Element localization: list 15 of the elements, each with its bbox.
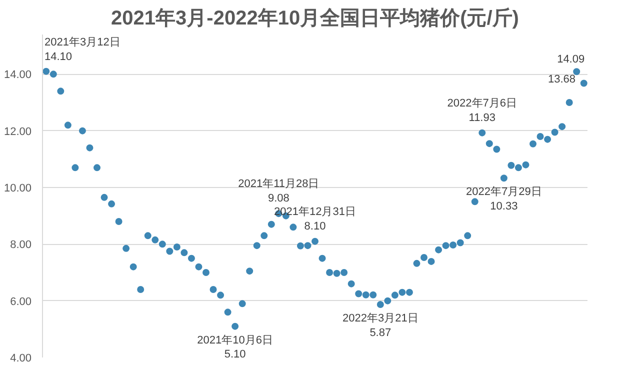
y-tick-label: 14.00 (4, 69, 32, 82)
y-tick-label: 12.00 (4, 126, 32, 138)
annotation: 2021年3月12日 14.10 (44, 36, 120, 63)
annotation: 14.09 (557, 54, 585, 66)
annotation: 2022年7月6日 11.93 (447, 97, 517, 124)
annotation: 2021年10月6日 5.10 (197, 334, 273, 361)
annotation: 13.68 (548, 74, 576, 86)
annotation: 2022年3月21日 5.87 (342, 312, 418, 339)
y-tick-label: 4.00 (10, 352, 32, 364)
y-tick-label: 8.00 (10, 239, 32, 252)
y-tick-label: 10.00 (4, 182, 32, 194)
chart-title: 2021年3月-2022年10月全国日平均猪价(元/斤) (111, 6, 519, 30)
annotation: 2022年7月29日 10.33 (466, 186, 542, 213)
annotation: 2021年11月28日 9.08 (238, 178, 320, 205)
y-tick-label: 6.00 (10, 296, 32, 308)
